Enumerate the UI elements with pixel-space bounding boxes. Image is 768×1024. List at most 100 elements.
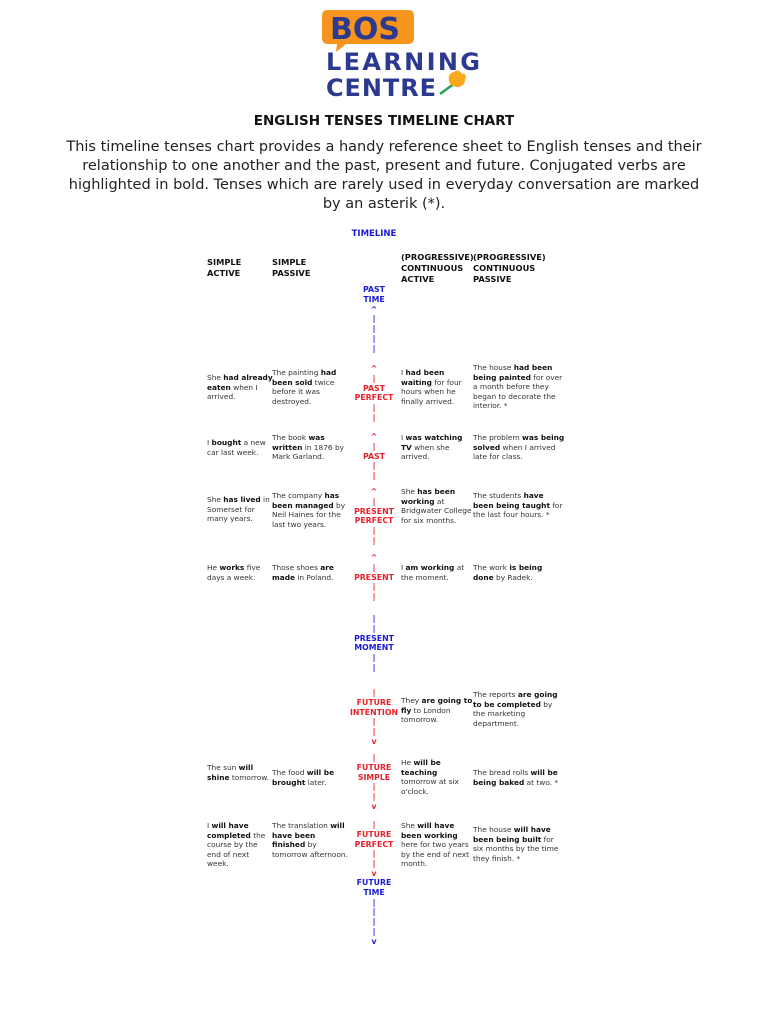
- example-simple-active-present-perfect: She has lived in Somerset for many years…: [207, 495, 273, 524]
- conjugated-verb: are going to fly: [401, 696, 473, 715]
- timeline-dash: |: [372, 623, 376, 633]
- conjugated-verb: are made: [272, 563, 334, 582]
- example-text: I: [207, 821, 212, 830]
- timeline-label-text: PRESENT: [354, 572, 394, 582]
- conjugated-verb: had been waiting: [401, 368, 445, 387]
- arrow-down-icon: v: [371, 868, 377, 878]
- example-text: I: [207, 438, 212, 447]
- example-text: to London tomorrow.: [401, 705, 451, 725]
- arrow-up-icon: ^: [370, 364, 378, 373]
- column-header-simple-passive: SIMPLE PASSIVE: [272, 257, 311, 279]
- timeline-dash: |: [372, 535, 376, 545]
- conjugated-verb: was watching TV: [401, 433, 463, 452]
- intro-paragraph: This timeline tenses chart provides a ha…: [66, 139, 702, 212]
- conjugated-verb: are going to be completed: [473, 690, 558, 709]
- conjugated-verb: will have been working: [401, 821, 458, 840]
- arrow-up-icon: ^: [370, 304, 378, 314]
- example-text: The company: [272, 491, 325, 500]
- timeline-dash: |: [372, 324, 376, 334]
- example-text: in 1876 by Mark Garland.: [272, 442, 345, 462]
- example-continuous-active-past: I was watching TV when she arrived.: [401, 433, 473, 462]
- timeline-dash: |: [372, 653, 376, 663]
- example-text: I: [401, 433, 406, 442]
- conjugated-verb: will have been finished: [272, 821, 345, 850]
- arrow-down-icon: v: [371, 801, 377, 811]
- example-text: The bread rolls: [473, 768, 531, 777]
- example-simple-active-past-perfect: She had already eaten when I arrived.: [207, 373, 273, 402]
- example-text: The translation: [272, 821, 331, 830]
- timeline-dash: |: [372, 753, 376, 762]
- column-header-line: ACTIVE: [207, 268, 241, 278]
- arrow-up-icon: ^: [370, 487, 378, 496]
- example-text: at two. *: [524, 777, 559, 787]
- conjugated-verb: will have completed: [207, 821, 251, 840]
- timeline-label-text: INTENTION: [350, 707, 398, 717]
- example-text: The work: [473, 563, 510, 572]
- svg-text:CENTRE: CENTRE: [326, 74, 436, 98]
- example-text: in Somerset for many years.: [207, 495, 270, 524]
- timeline-dash: |: [372, 849, 376, 859]
- timeline-dash: |: [372, 592, 376, 602]
- timeline-label-text: MOMENT: [354, 643, 394, 653]
- example-text: She: [207, 495, 224, 504]
- example-simple-passive-present: Those shoes are made in Poland.: [272, 563, 350, 582]
- example-text: The painting: [272, 368, 321, 377]
- example-simple-passive-present-perfect: The company has been managed by Neil Hai…: [272, 491, 350, 529]
- timeline-dash: |: [372, 917, 376, 927]
- column-header-line: CONTINUOUS: [401, 263, 464, 273]
- timeline-label-text: FUTURE: [356, 878, 392, 887]
- timeline-axis-segment: PAST TIME ^ | | | |: [334, 285, 414, 354]
- timeline-dash: |: [372, 461, 376, 471]
- example-simple-passive-past-perfect: The painting had been sold twice before …: [272, 368, 350, 406]
- timeline-axis-segment: | FUTURE SIMPLE | | v: [334, 753, 414, 812]
- timeline-dash: |: [372, 688, 376, 697]
- example-text: tomorrow.: [229, 772, 269, 782]
- example-simple-passive-future-simple: The food will be brought later.: [272, 768, 350, 787]
- timeline-axis-segment: | FUTURE PERFECT | | v: [334, 820, 414, 879]
- example-text: when she arrived.: [401, 442, 450, 462]
- example-text: The house: [473, 363, 514, 372]
- example-text: I: [401, 368, 406, 377]
- example-text: here for two years by the end of next mo…: [401, 840, 470, 869]
- timeline-label-text: FUTURE: [356, 829, 392, 839]
- example-continuous-passive-future-perfect: The house will have been being built for…: [473, 825, 565, 863]
- example-text: I: [401, 563, 406, 572]
- example-simple-passive-future-perfect: The translation will have been finished …: [272, 821, 350, 859]
- conjugated-verb: had been sold: [272, 368, 337, 387]
- timeline-dash: |: [372, 403, 376, 413]
- column-header-line: ACTIVE: [401, 274, 435, 284]
- example-continuous-passive-past: The problem was being solved when I arri…: [473, 433, 565, 462]
- timeline-dash: |: [372, 727, 376, 737]
- example-text: She: [207, 373, 224, 382]
- column-header-line: PASSIVE: [272, 268, 311, 278]
- timeline-label-text: PAST: [363, 285, 385, 294]
- example-text: the course by the end of next week.: [207, 830, 266, 869]
- example-text: The sun: [207, 763, 239, 772]
- conjugated-verb: bought: [211, 438, 242, 447]
- timeline-dash: |: [372, 314, 376, 324]
- example-text: The book: [272, 433, 309, 442]
- timeline-dash: |: [372, 926, 376, 936]
- example-text: The reports: [473, 690, 518, 699]
- timeline-label-text: TIME: [363, 887, 385, 897]
- example-text: He: [207, 563, 220, 572]
- column-header-continuous-active: (PROGRESSIVE) CONTINUOUS ACTIVE: [401, 252, 474, 285]
- timeline-axis-segment: ^ | PRESENT PERFECT | |: [334, 487, 414, 546]
- example-text: for the last four hours. *: [473, 500, 563, 520]
- example-simple-passive-past: The book was written in 1876 by Mark Gar…: [272, 433, 350, 462]
- page-title: ENGLISH TENSES TIMELINE CHART: [253, 113, 515, 129]
- example-text: Those shoes: [272, 563, 321, 572]
- arrow-up-icon: ^: [370, 432, 378, 441]
- timeline-axis-segment: ^ | PAST PERFECT | |: [334, 364, 414, 423]
- timeline-dash: |: [372, 441, 376, 451]
- timeline-label-text: SIMPLE: [357, 772, 391, 782]
- conjugated-verb: will be teaching: [401, 758, 441, 777]
- example-text: by Neil Haines for the last two years.: [272, 500, 346, 529]
- timeline-label-text: PRESENT: [354, 633, 394, 643]
- timeline-axis-segment: | FUTURE INTENTION | | v: [334, 688, 414, 747]
- timeline-dash: |: [372, 859, 376, 869]
- column-header-line: PASSIVE: [473, 274, 512, 284]
- timeline-dash: |: [372, 792, 376, 802]
- example-text: by Radek.: [493, 572, 533, 582]
